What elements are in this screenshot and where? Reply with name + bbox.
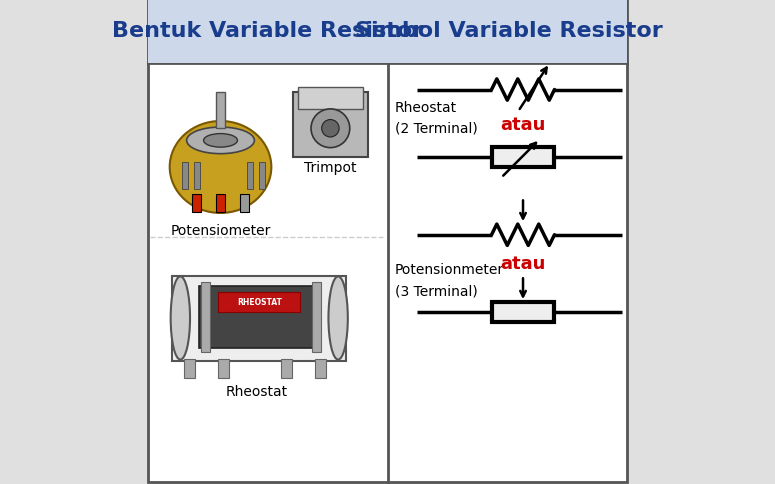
Ellipse shape <box>329 276 348 360</box>
Bar <box>240 194 249 212</box>
Bar <box>298 87 363 109</box>
Text: Potensiometer: Potensiometer <box>170 224 270 238</box>
Bar <box>216 194 225 212</box>
Bar <box>184 359 195 378</box>
Bar <box>194 162 200 189</box>
Text: Simbol Variable Resistor: Simbol Variable Resistor <box>355 21 663 42</box>
Text: atau: atau <box>501 116 546 134</box>
Bar <box>388 0 627 63</box>
Bar <box>182 162 188 189</box>
Text: RHEOSTAT: RHEOSTAT <box>237 298 281 306</box>
Bar <box>315 359 326 378</box>
Bar <box>218 292 301 312</box>
Text: Potensionmeter
(3 Terminal): Potensionmeter (3 Terminal) <box>394 263 504 298</box>
Text: Rheostat: Rheostat <box>226 385 288 399</box>
Bar <box>491 147 554 167</box>
Ellipse shape <box>170 276 190 360</box>
Bar <box>218 359 229 378</box>
Text: Trimpot: Trimpot <box>304 161 356 175</box>
Bar <box>281 359 291 378</box>
Bar <box>216 92 225 128</box>
Text: Rheostat
(2 Terminal): Rheostat (2 Terminal) <box>394 101 477 136</box>
Bar <box>192 194 201 212</box>
Bar <box>172 276 346 361</box>
Text: atau: atau <box>501 255 546 273</box>
Bar <box>198 286 320 348</box>
Ellipse shape <box>204 134 237 147</box>
Text: Bentuk Variable Resistor: Bentuk Variable Resistor <box>112 21 423 42</box>
Bar <box>491 302 554 322</box>
Ellipse shape <box>170 121 271 213</box>
Bar <box>312 282 321 352</box>
Circle shape <box>322 120 339 137</box>
Bar <box>148 0 388 63</box>
Ellipse shape <box>187 127 254 153</box>
Bar <box>202 282 210 352</box>
Bar <box>260 162 265 189</box>
Bar <box>247 162 253 189</box>
Bar <box>293 92 368 157</box>
Circle shape <box>311 109 350 148</box>
